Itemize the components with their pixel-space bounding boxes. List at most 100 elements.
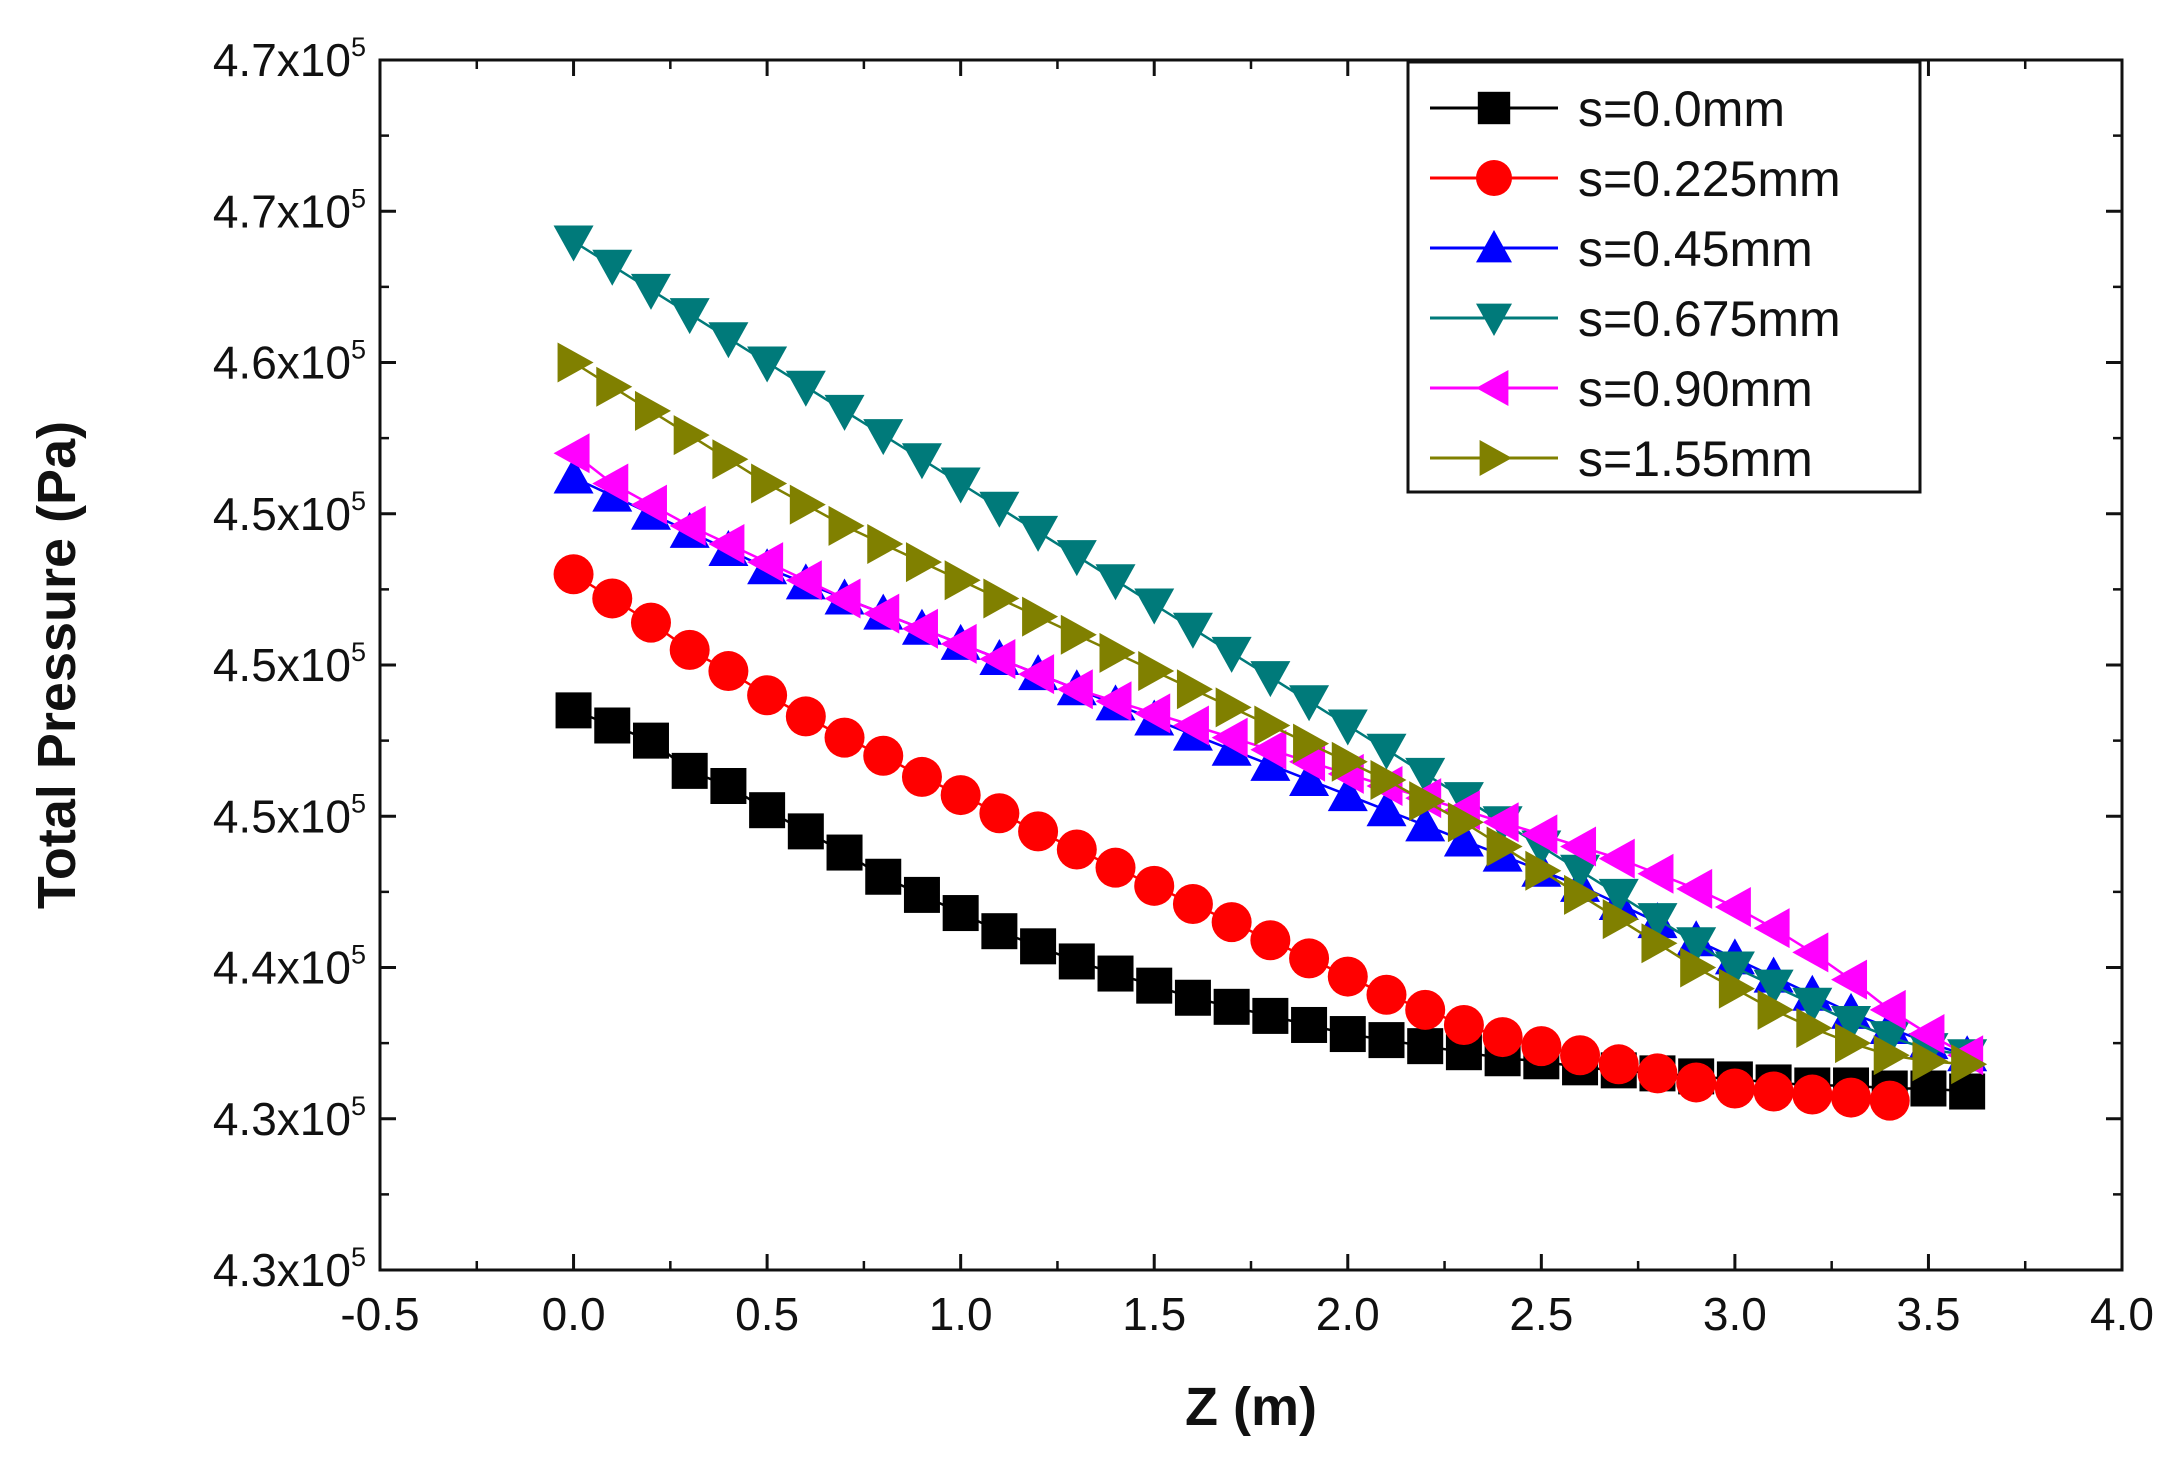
data-point	[1753, 908, 1790, 949]
data-point	[1254, 705, 1291, 746]
data-point	[747, 542, 784, 583]
data-point	[785, 696, 826, 737]
data-point	[1564, 874, 1601, 915]
data-point	[787, 813, 824, 850]
data-point	[1409, 781, 1446, 822]
data-point	[979, 491, 1020, 528]
data-point	[1327, 956, 1368, 997]
data-point	[785, 560, 822, 601]
data-point	[1250, 920, 1291, 961]
legend-entry: s=0.225mm	[1430, 151, 1841, 207]
data-point	[1370, 759, 1407, 800]
legend: s=0.0mm s=0.225mm s=0.45mm s=0.675mm s=0.90m…	[1406, 60, 1922, 494]
data-point	[824, 394, 865, 431]
data-point	[1099, 632, 1136, 673]
data-point	[1289, 741, 1326, 782]
data-point	[1869, 1021, 1910, 1058]
legend-entry: s=0.0mm	[1430, 81, 1785, 137]
y-tick-label: 4.6x105	[213, 335, 366, 389]
data-point	[826, 834, 863, 871]
x-tick-label: 0.5	[735, 1288, 799, 1340]
data-point	[708, 524, 745, 564]
data-point	[1172, 883, 1213, 924]
x-tick-label: 3.0	[1703, 1288, 1767, 1340]
data-point	[749, 792, 786, 829]
data-point	[981, 913, 1018, 950]
x-tick-label: 2.5	[1509, 1288, 1573, 1340]
data-point	[940, 623, 977, 664]
data-point	[1407, 1028, 1444, 1065]
data-point	[1020, 928, 1057, 965]
data-point	[1598, 1044, 1639, 1085]
data-point	[1560, 1035, 1601, 1076]
data-point	[1835, 1023, 1872, 1064]
data-point	[1172, 612, 1213, 649]
data-point	[1291, 1006, 1328, 1043]
data-point	[1714, 887, 1751, 927]
data-point	[789, 484, 826, 525]
data-point	[901, 608, 938, 649]
data-point	[1252, 997, 1289, 1034]
data-point	[1676, 1062, 1717, 1103]
x-tick-label: -0.5	[340, 1288, 419, 1340]
data-point	[592, 463, 629, 504]
data-point	[940, 467, 981, 504]
data-point	[1792, 987, 1833, 1024]
data-point	[1172, 705, 1209, 746]
data-point	[828, 505, 865, 546]
data-point	[1753, 969, 1794, 1006]
data-point	[1095, 847, 1136, 888]
data-point	[1560, 854, 1601, 891]
data-point	[1912, 1041, 1949, 1082]
data-point	[785, 370, 826, 407]
data-point	[708, 651, 749, 692]
data-point	[1714, 1068, 1755, 1109]
data-point	[1366, 790, 1407, 827]
axes-layer: -0.5 0.0 0.5 1.0 1.5 2.0 2.5 3.0 3.5 4.0 4.3x105 4.…	[213, 32, 2154, 1340]
data-point	[555, 692, 592, 729]
data-point	[553, 457, 594, 494]
data-point	[1368, 1022, 1405, 1059]
data-point	[863, 419, 904, 456]
data-point	[901, 756, 942, 797]
data-point	[1250, 661, 1291, 698]
y-tick-label: 4.3x105	[213, 1242, 366, 1296]
data-point	[983, 578, 1020, 619]
data-point	[1680, 947, 1717, 988]
data-point	[1521, 1026, 1562, 1067]
data-point	[1951, 1044, 1988, 1085]
legend-label: s=0.90mm	[1578, 361, 1813, 417]
legend-entry: s=0.45mm	[1430, 221, 1813, 277]
data-point	[1405, 805, 1446, 842]
data-point	[1753, 1071, 1794, 1112]
data-point	[1250, 744, 1291, 781]
data-point	[1641, 923, 1678, 964]
data-point	[1405, 989, 1446, 1030]
data-point	[553, 225, 594, 262]
data-point	[1134, 588, 1175, 625]
data-point	[1869, 1080, 1910, 1121]
data-point	[940, 775, 981, 816]
y-tick-label: 4.3x105	[213, 1091, 366, 1145]
data-point	[1134, 693, 1171, 734]
data-point	[1598, 838, 1635, 879]
data-point	[1327, 709, 1368, 746]
data-point	[865, 858, 902, 895]
data-point	[632, 722, 669, 759]
x-tick-label: 2.0	[1316, 1288, 1380, 1340]
data-point	[553, 554, 594, 595]
data-point	[1022, 596, 1059, 637]
data-point	[1211, 636, 1252, 673]
data-point	[1443, 820, 1484, 857]
y-tick-label: 4.5x105	[213, 486, 366, 540]
legend-label: s=0.675mm	[1578, 291, 1841, 347]
data-point	[979, 793, 1020, 834]
data-point	[1329, 1016, 1366, 1053]
data-point	[1056, 540, 1097, 577]
data-point	[1796, 1008, 1833, 1048]
data-point	[669, 505, 706, 546]
legend-label: s=1.55mm	[1578, 431, 1813, 487]
data-point	[944, 560, 981, 601]
data-point	[824, 578, 861, 619]
data-point	[630, 602, 671, 643]
